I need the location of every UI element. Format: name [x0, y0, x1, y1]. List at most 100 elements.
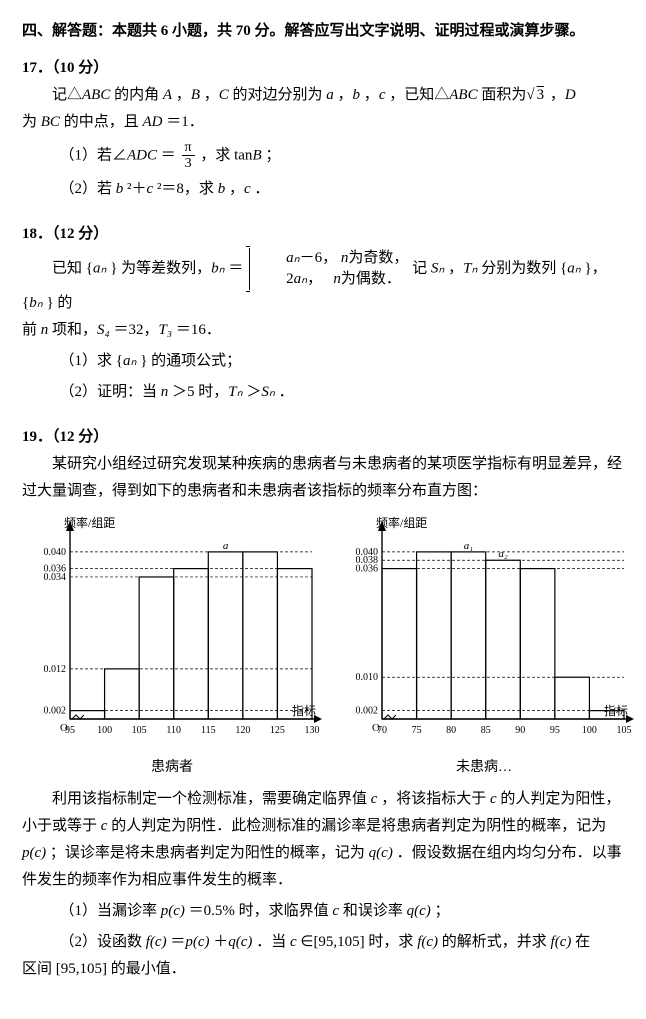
txt: ；误诊率是将未患病者判定为阳性的概率，记为 [50, 845, 369, 861]
problem-17-num: 17．（10 分） [22, 60, 108, 76]
txt: ＝16． [176, 322, 221, 338]
problem-18-sub2: （2）证明：当 n ＞5 时，Tₙ ＞Sₙ ． [60, 379, 625, 406]
svg-text:80: 80 [446, 725, 456, 736]
txt: ＞ [246, 384, 261, 400]
problem-18-line2: 前 n 项和，S₄ ＝32，T₃ ＝16． [22, 317, 624, 344]
txt: 的解析式，并求 [442, 934, 551, 950]
var: Sₙ [261, 384, 274, 400]
problem-19-line3: 区间 [95,105] 的最小值． [22, 956, 624, 983]
var: q(c) [369, 845, 393, 861]
var: aₙ [93, 260, 106, 276]
txt: 在 [575, 934, 590, 950]
svg-text:125: 125 [270, 725, 285, 736]
var: T₃ [159, 322, 173, 338]
txt: （1）求 { [60, 353, 123, 369]
txt: ，已知△ [389, 87, 449, 103]
svg-text:0.040: 0.040 [44, 547, 67, 558]
svg-text:85: 85 [481, 725, 491, 736]
problem-19: 19．（12 分） 某研究小组经过研究发现某种疾病的患病者与未患病者的某项医学指… [22, 424, 624, 983]
txt: ； [435, 903, 450, 919]
txt: ， [448, 260, 463, 276]
num: π [182, 140, 195, 156]
txt: ＝ [161, 147, 176, 163]
den: 3 [182, 156, 195, 171]
txt: 分别为数列 { [481, 260, 567, 276]
txt: ． [254, 181, 269, 197]
txt: 为 [22, 114, 41, 130]
var: n [41, 322, 49, 338]
var: c [371, 791, 378, 807]
svg-text:0.040: 0.040 [356, 547, 379, 558]
var: aₙ [567, 260, 580, 276]
svg-text:a: a [223, 540, 229, 552]
txt: ． [279, 384, 294, 400]
txt: ＝ [228, 260, 243, 276]
txt: } 的通项公式； [140, 353, 241, 369]
var: aₙ [286, 250, 299, 266]
problem-17-sub2: （2）若 b ²＋c ²＝8，求 b ，c ． [60, 176, 625, 203]
sqrt: 3 [535, 87, 547, 103]
problem-18-sub1: （1）求 {aₙ } 的通项公式； [60, 348, 625, 375]
txt: 已知 { [52, 260, 93, 276]
var: Sₙ [431, 260, 444, 276]
var: p(c) [22, 845, 46, 861]
chart-right: 频率/组距指标0.0020.0100.0360.0380.040a₁a₂O707… [334, 513, 634, 780]
var: C [219, 87, 229, 103]
section-header: 四、解答题：本题共 6 小题，共 70 分。解答应写出文字说明、证明过程或演算步… [22, 18, 624, 45]
txt: ，求 tan [200, 147, 252, 163]
chart-left-caption: 患病者 [22, 755, 322, 780]
txt: （2）证明：当 [60, 384, 161, 400]
txt: ∈[95,105] 时，求 [300, 934, 417, 950]
var: b [353, 87, 361, 103]
svg-text:0.012: 0.012 [44, 664, 67, 675]
var: BC [41, 114, 60, 130]
svg-text:100: 100 [582, 725, 597, 736]
var: B [252, 147, 261, 163]
svg-text:70: 70 [377, 725, 387, 736]
svg-text:100: 100 [97, 725, 112, 736]
chart-left-svg: 频率/组距指标0.0020.0120.0340.0360.040aO951001… [22, 513, 322, 743]
svg-text:90: 90 [515, 725, 525, 736]
problem-17-intro: 记△ABC 的内角 A ，B ，C 的对边分别为 a ，b ，c ，已知△ABC… [22, 82, 624, 109]
txt: ．当 [256, 934, 290, 950]
txt: ，将该指标大于 [381, 791, 490, 807]
txt: 利用该指标制定一个检测标准，需要确定临界值 [52, 791, 371, 807]
var: n [161, 384, 169, 400]
var: b [116, 181, 124, 197]
problem-19-sub2: （2）设函数 f(c) ＝p(c) ＋q(c) ．当 c ∈[95,105] 时… [60, 929, 625, 956]
txt: ， [550, 87, 565, 103]
svg-text:0.036: 0.036 [44, 563, 67, 574]
txt: 的对边分别为 [233, 87, 327, 103]
txt: ＝ [170, 934, 185, 950]
var: q(c) [407, 903, 431, 919]
var: f(c) [417, 934, 438, 950]
svg-text:120: 120 [235, 725, 250, 736]
txt: 为偶数． [341, 271, 401, 287]
txt: ； [265, 147, 280, 163]
problem-18-intro: 已知 {aₙ } 为等差数列，bₙ ＝ aₙ－6， n为奇数， 2aₙ， n为偶… [22, 248, 624, 317]
svg-text:0.010: 0.010 [356, 672, 379, 683]
txt: ＝0.5% 时，求临界值 [189, 903, 333, 919]
txt: 项和， [52, 322, 97, 338]
problem-17-sub1: （1）若∠ADC ＝ π3 ，求 tanB ； [60, 140, 625, 172]
problem-19-para2: 利用该指标制定一个检测标准，需要确定临界值 c ，将该指标大于 c 的人判定为阳… [22, 786, 624, 894]
var: c [101, 818, 108, 834]
var: b [218, 181, 226, 197]
txt: } 为等差数列， [110, 260, 211, 276]
problem-17: 17．（10 分） 记△ABC 的内角 A ，B ，C 的对边分别为 a ，b … [22, 55, 624, 203]
charts-row: 频率/组距指标0.0020.0120.0340.0360.040aO951001… [22, 513, 624, 780]
var: S₄ [97, 322, 110, 338]
txt: －6， [300, 250, 338, 266]
svg-text:75: 75 [412, 725, 422, 736]
txt: ， [307, 271, 322, 287]
var: ABC [82, 87, 110, 103]
chart-left: 频率/组距指标0.0020.0120.0340.0360.040aO951001… [22, 513, 322, 780]
var: A [163, 87, 172, 103]
var: aₙ [123, 353, 136, 369]
txt: 的人判定为阴性．此检测标准的漏诊率是将患病者判定为阴性的概率，记为 [111, 818, 606, 834]
txt: ， [338, 87, 353, 103]
svg-text:0.002: 0.002 [44, 705, 67, 716]
svg-text:a₁: a₁ [464, 540, 474, 552]
txt: ， [364, 87, 379, 103]
txt: （1）当漏诊率 [60, 903, 161, 919]
